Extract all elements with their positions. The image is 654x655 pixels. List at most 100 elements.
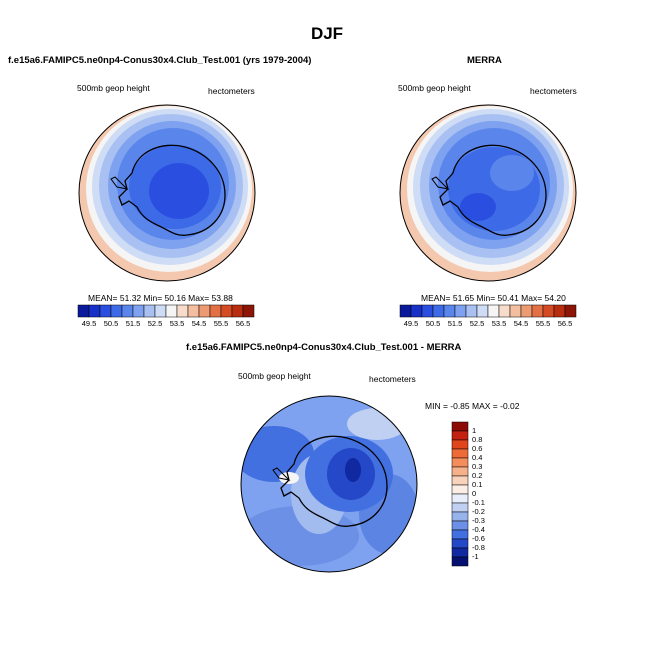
colorbar-swatch bbox=[542, 304, 555, 318]
colorbar-swatch bbox=[451, 538, 469, 549]
colorbar-tick-label: 0.4 bbox=[472, 453, 483, 462]
polar-map-obs bbox=[399, 104, 577, 282]
colorbar-swatch bbox=[451, 520, 469, 531]
colorbar-swatch bbox=[451, 493, 469, 504]
colorbar-swatch bbox=[198, 304, 211, 318]
colorbar-swatch bbox=[451, 466, 469, 477]
colorbar-swatch bbox=[88, 304, 101, 318]
colorbar-tick-label: 0.3 bbox=[472, 462, 483, 471]
colorbar-swatch bbox=[165, 304, 178, 318]
colorbar-swatch bbox=[465, 304, 478, 318]
antarctic-peninsula bbox=[431, 176, 450, 190]
colorbar-tick-label: 52.5 bbox=[147, 319, 163, 328]
colorbar-swatch bbox=[99, 304, 112, 318]
colorbar-swatch bbox=[443, 304, 456, 318]
colorbar-swatch bbox=[451, 448, 469, 459]
colorbar-diff bbox=[451, 421, 469, 567]
colorbar-tick-label: 49.5 bbox=[403, 319, 419, 328]
colorbar-tick-label: -0.2 bbox=[472, 507, 485, 516]
colorbar-tick-label: -0.8 bbox=[472, 543, 485, 552]
colorbar-tick-label: 53.5 bbox=[491, 319, 507, 328]
colorbar-swatch bbox=[143, 304, 156, 318]
colorbar-tick-label: -0.3 bbox=[472, 516, 485, 525]
colorbar-tick-label: -1 bbox=[472, 552, 479, 561]
colorbar-tick-label: 50.5 bbox=[103, 319, 119, 328]
colorbar-swatch bbox=[451, 475, 469, 486]
antarctica-coastline bbox=[118, 144, 226, 236]
colorbar-tick-label: 54.5 bbox=[513, 319, 529, 328]
stats-obs: MEAN= 51.65 Min= 50.41 Max= 54.20 bbox=[421, 293, 566, 303]
colorbar-swatch bbox=[187, 304, 200, 318]
colorbar-tick-label: 51.5 bbox=[447, 319, 463, 328]
polar-map-diff bbox=[240, 395, 418, 573]
colorbar-swatch bbox=[154, 304, 167, 318]
colorbar-tick-label: 52.5 bbox=[469, 319, 485, 328]
colorbar-swatch bbox=[498, 304, 511, 318]
polar-map-model bbox=[78, 104, 256, 282]
colorbar-swatch bbox=[231, 304, 244, 318]
colorbar-swatch bbox=[451, 484, 469, 495]
colorbar-tick-label: 0.2 bbox=[472, 471, 483, 480]
colorbar-tick-label: -0.4 bbox=[472, 525, 485, 534]
panel-left-label-obs: 500mb geop height bbox=[398, 83, 471, 93]
colorbar-labels-model: 49.5 50.5 51.5 52.5 53.5 54.5 55.5 56.5 bbox=[78, 319, 254, 329]
panel-right-label-obs: hectometers bbox=[530, 86, 577, 96]
colorbar-model bbox=[77, 304, 255, 318]
colorbar-swatch bbox=[421, 304, 434, 318]
colorbar-tick-label: 50.5 bbox=[425, 319, 441, 328]
colorbar-swatch bbox=[531, 304, 544, 318]
colorbar-swatch bbox=[451, 547, 469, 558]
panel-right-label-model: hectometers bbox=[208, 86, 255, 96]
panel-right-label-diff: hectometers bbox=[369, 374, 416, 384]
colorbar-labels-diff: 1 0.8 0.6 0.4 0.3 0.2 0.1 0 -0.1 -0.2 -0.3 -0.4 -0.6… bbox=[472, 422, 502, 566]
colorbar-tick-label: 51.5 bbox=[125, 319, 141, 328]
colorbar-swatch bbox=[432, 304, 445, 318]
colorbar-tick-label: -0.6 bbox=[472, 534, 485, 543]
stats-diff: MIN = -0.85 MAX = -0.02 bbox=[425, 401, 520, 411]
colorbar-swatch bbox=[553, 304, 566, 318]
colorbar-swatch bbox=[451, 502, 469, 513]
colorbar-tick-label: 54.5 bbox=[191, 319, 207, 328]
colorbar-tick-label: 1 bbox=[472, 426, 477, 435]
colorbar-labels-obs: 49.5 50.5 51.5 52.5 53.5 54.5 55.5 56.5 bbox=[400, 319, 576, 329]
colorbar-tick-label: 56.5 bbox=[235, 319, 251, 328]
colorbar-swatch bbox=[451, 556, 469, 567]
antarctica-coastline bbox=[439, 144, 547, 236]
colorbar-swatch bbox=[451, 439, 469, 450]
colorbar-tick-label: 55.5 bbox=[213, 319, 229, 328]
panel-left-label-model: 500mb geop height bbox=[77, 83, 150, 93]
colorbar-swatch bbox=[77, 304, 90, 318]
colorbar-tick-label: 55.5 bbox=[535, 319, 551, 328]
colorbar-swatch bbox=[520, 304, 533, 318]
colorbar-swatch bbox=[451, 457, 469, 468]
colorbar-swatch bbox=[451, 430, 469, 441]
colorbar-swatch bbox=[121, 304, 134, 318]
colorbar-swatch bbox=[242, 304, 255, 318]
stats-model: MEAN= 51.32 Min= 50.16 Max= 53.88 bbox=[88, 293, 233, 303]
colorbar-tick-label: 0.6 bbox=[472, 444, 483, 453]
colorbar-swatch bbox=[451, 529, 469, 540]
colorbar-swatch bbox=[220, 304, 233, 318]
colorbar-tick-label: 0.8 bbox=[472, 435, 483, 444]
colorbar-swatch bbox=[410, 304, 423, 318]
colorbar-tick-label: 0 bbox=[472, 489, 477, 498]
panel-title-diff: f.e15a6.FAMIPC5.ne0np4-Conus30x4.Club_Te… bbox=[186, 342, 462, 353]
panel-title-model: f.e15a6.FAMIPC5.ne0np4-Conus30x4.Club_Te… bbox=[8, 55, 312, 66]
colorbar-swatch bbox=[110, 304, 123, 318]
colorbar-swatch bbox=[132, 304, 145, 318]
colorbar-tick-label: -0.1 bbox=[472, 498, 485, 507]
antarctica-coastline bbox=[280, 435, 388, 527]
colorbar-tick-label: 49.5 bbox=[81, 319, 97, 328]
colorbar-swatch bbox=[209, 304, 222, 318]
colorbar-obs bbox=[399, 304, 577, 318]
colorbar-tick-label: 56.5 bbox=[557, 319, 573, 328]
panel-left-label-diff: 500mb geop height bbox=[238, 371, 311, 381]
colorbar-tick-label: 53.5 bbox=[169, 319, 185, 328]
colorbar-swatch bbox=[451, 511, 469, 522]
antarctic-peninsula bbox=[272, 467, 291, 481]
colorbar-swatch bbox=[509, 304, 522, 318]
colorbar-swatch bbox=[487, 304, 500, 318]
colorbar-swatch bbox=[476, 304, 489, 318]
colorbar-swatch bbox=[399, 304, 412, 318]
colorbar-swatch bbox=[564, 304, 577, 318]
